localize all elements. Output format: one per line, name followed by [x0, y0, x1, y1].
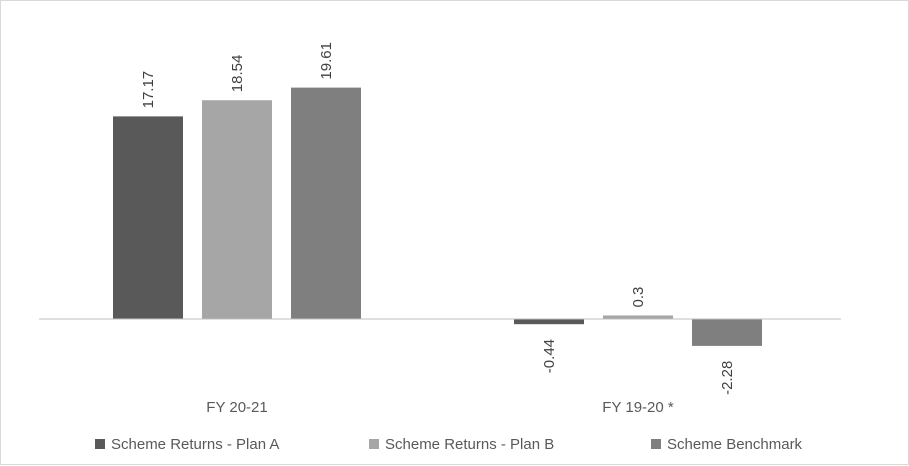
bar-0-1 — [202, 100, 272, 319]
bar-0-0 — [113, 116, 183, 319]
bars-layer — [113, 87, 762, 346]
legend-label-1: Scheme Returns - Plan B — [385, 436, 554, 453]
bar-1-0 — [514, 319, 584, 325]
data-label-0-0: 17.17 — [140, 71, 157, 109]
data-label-1-0: -0.44 — [541, 339, 558, 373]
data-label-0-2: 19.61 — [318, 42, 335, 80]
category-label-0: FY 20-21 — [206, 399, 267, 416]
legend-swatch-0 — [95, 439, 105, 449]
category-axis: FY 20-21 FY 19-20 * — [206, 399, 674, 416]
legend-swatch-2 — [651, 439, 661, 449]
data-label-1-1: 0.3 — [630, 287, 647, 308]
category-label-1: FY 19-20 * — [602, 399, 674, 416]
data-label-1-2: -2.28 — [719, 361, 736, 395]
legend-label-0: Scheme Returns - Plan A — [111, 436, 279, 453]
legend-item-0: Scheme Returns - Plan A — [95, 436, 279, 453]
legend: Scheme Returns - Plan A Scheme Returns - … — [95, 436, 803, 453]
bar-1-1 — [603, 315, 673, 319]
legend-item-1: Scheme Returns - Plan B — [369, 436, 554, 453]
data-label-0-1: 18.54 — [229, 55, 246, 93]
legend-label-2: Scheme Benchmark — [667, 436, 803, 453]
legend-item-2: Scheme Benchmark — [651, 436, 803, 453]
legend-swatch-1 — [369, 439, 379, 449]
bar-0-2 — [291, 87, 361, 320]
data-labels-layer: 17.17 18.54 19.61 -0.44 0.3 -2.28 — [140, 42, 736, 395]
bar-1-2 — [692, 319, 762, 346]
